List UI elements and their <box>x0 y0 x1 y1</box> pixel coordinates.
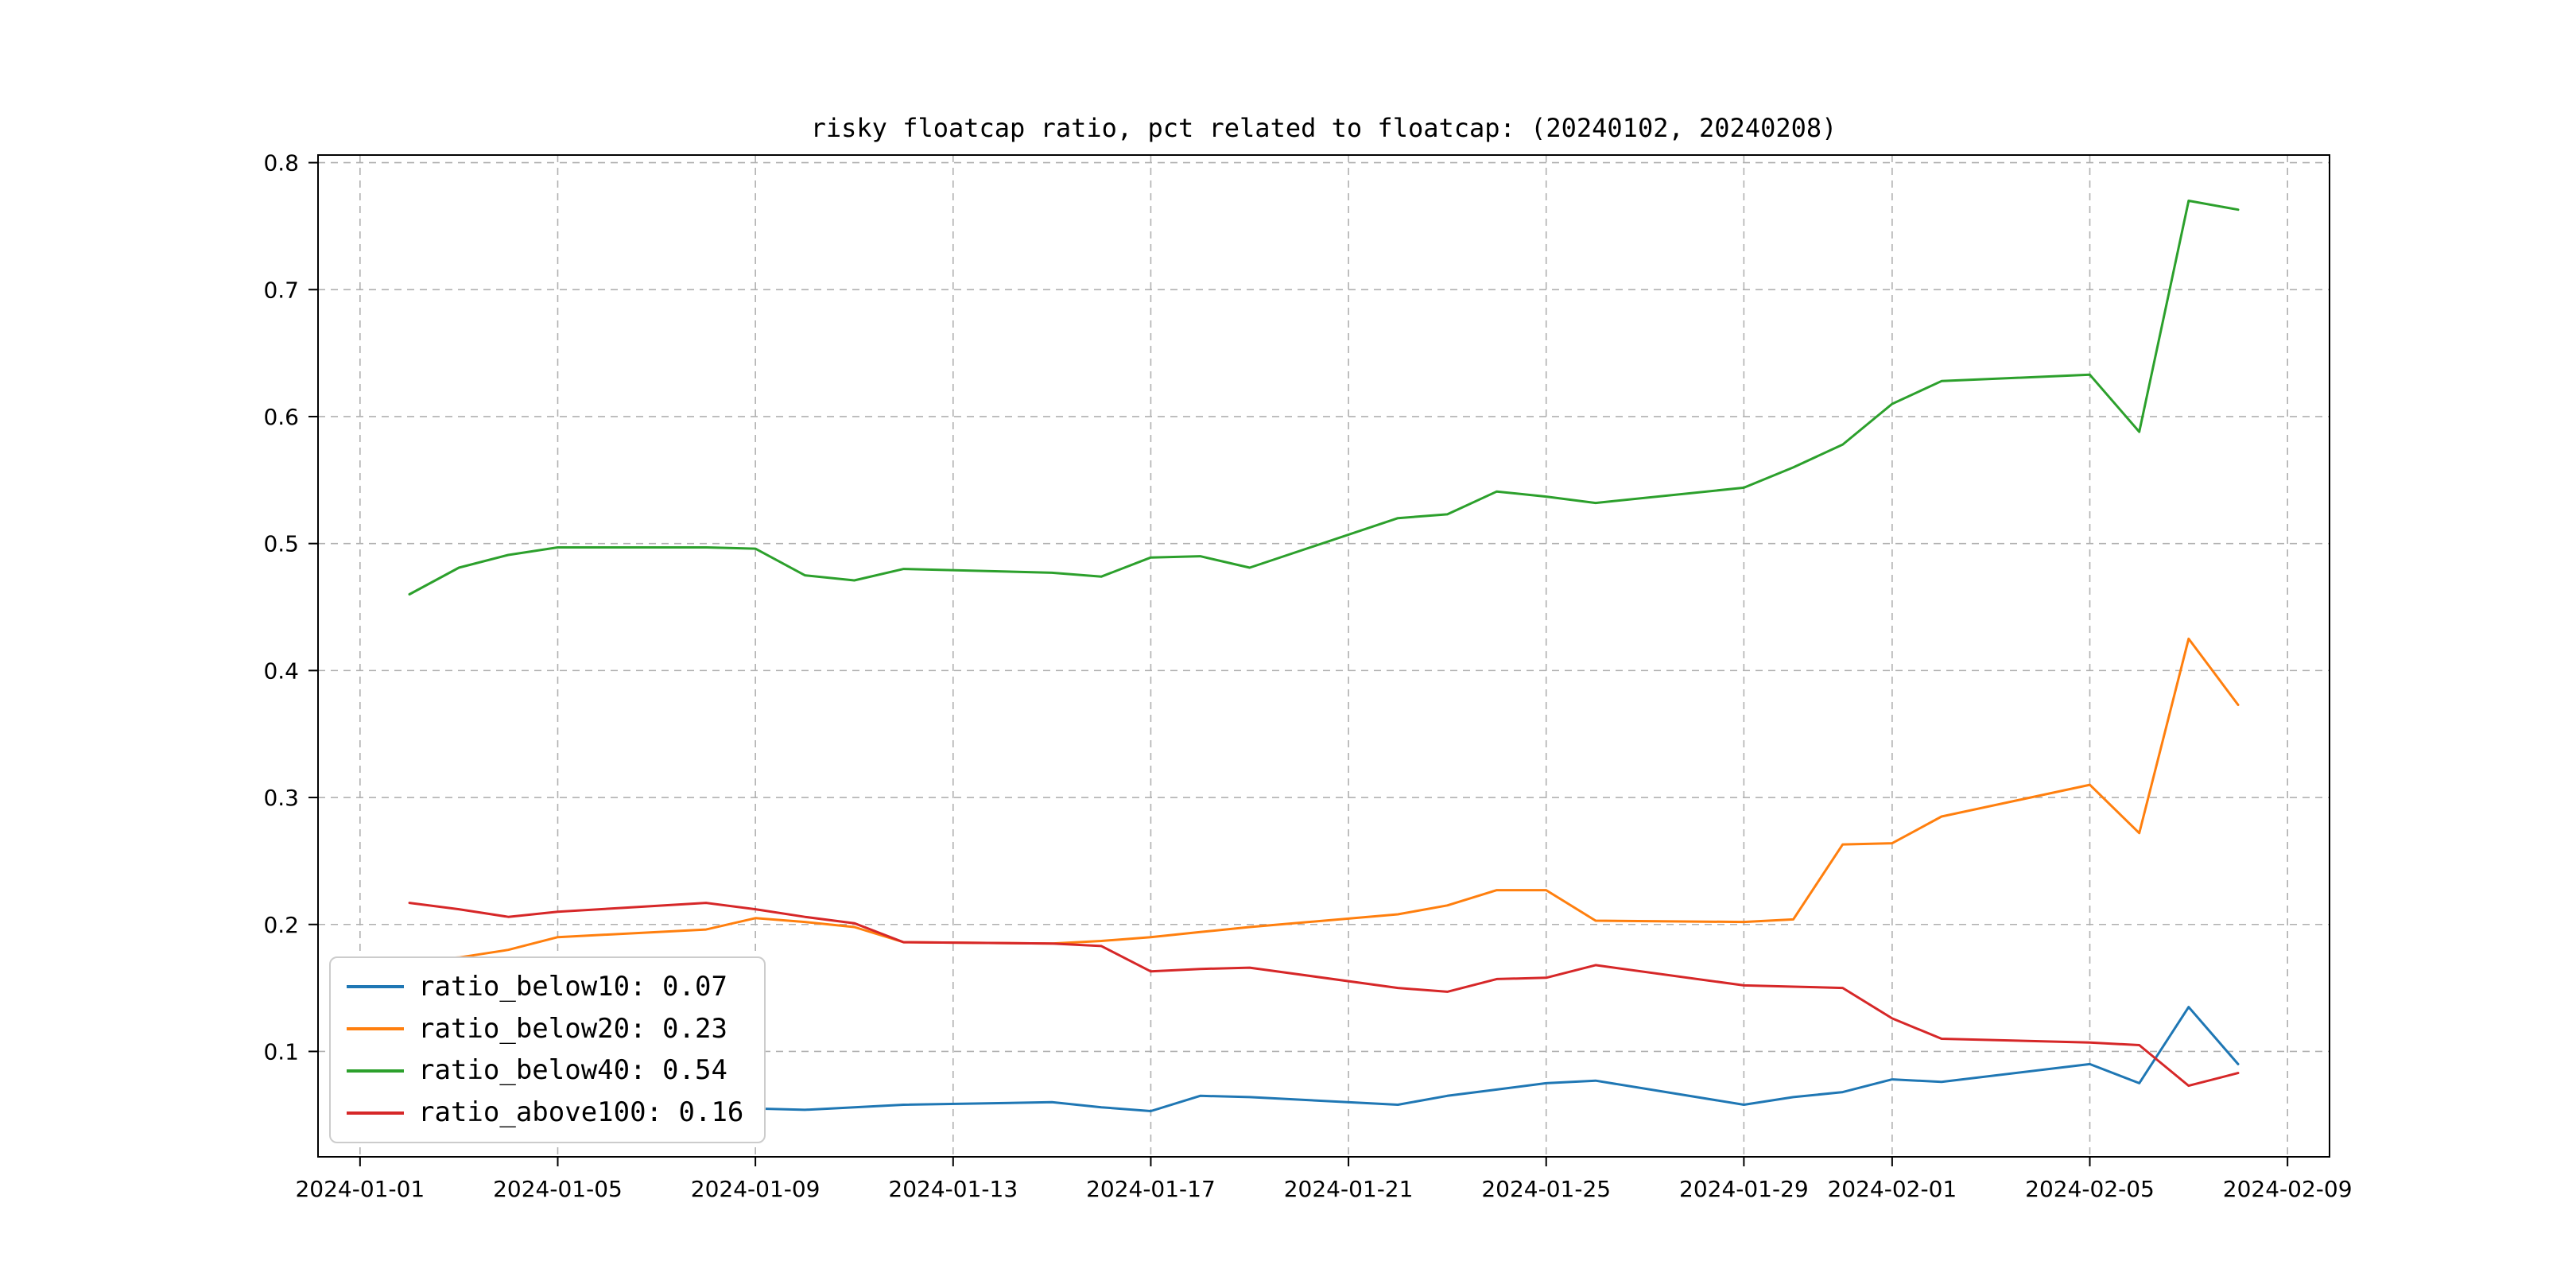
series-line-ratio_below20 <box>408 637 2240 961</box>
y-tick-label: 0.1 <box>263 1038 299 1065</box>
x-tick-label: 2024-01-13 <box>888 1176 1018 1202</box>
y-tick-label: 0.5 <box>263 531 299 557</box>
y-tick-label: 0.7 <box>263 277 299 303</box>
legend-line-swatch-ratio_below10 <box>347 985 404 989</box>
legend-label-ratio_below40: ratio_below40: 0.54 <box>418 1054 727 1087</box>
legend-label-ratio_below20: ratio_below20: 0.23 <box>418 1012 727 1045</box>
legend-item-ratio_below20: ratio_below20: 0.23 <box>347 1013 743 1046</box>
legend-label-ratio_above100: ratio_above100: 0.16 <box>418 1096 744 1129</box>
x-tick-label: 2024-02-01 <box>1827 1176 1957 1202</box>
series-line-ratio_below40 <box>408 200 2240 596</box>
legend-item-ratio_above100: ratio_above100: 0.16 <box>347 1096 743 1129</box>
x-tick-label: 2024-01-09 <box>691 1176 821 1202</box>
series-line-ratio_above100 <box>408 902 2240 1088</box>
legend-item-ratio_below40: ratio_below40: 0.54 <box>347 1054 743 1087</box>
x-tick-label: 2024-02-05 <box>2025 1176 2155 1202</box>
legend-item-ratio_below10: ratio_below10: 0.07 <box>347 971 743 1003</box>
x-tick-label: 2024-01-17 <box>1086 1176 1216 1202</box>
x-tick-label: 2024-01-21 <box>1284 1176 1414 1202</box>
axes-frame <box>317 154 2330 1158</box>
legend-label-ratio_below10: ratio_below10: 0.07 <box>418 970 727 1003</box>
legend: ratio_below10: 0.07 ratio_below20: 0.23 ra… <box>329 956 766 1143</box>
x-tick-label: 2024-01-29 <box>1679 1176 1809 1202</box>
legend-line-swatch-ratio_below40 <box>347 1069 404 1073</box>
legend-line-swatch-ratio_below20 <box>347 1027 404 1030</box>
x-tick-label: 2024-02-09 <box>2223 1176 2353 1202</box>
y-tick-label: 0.2 <box>263 912 299 938</box>
x-tick-label: 2024-01-25 <box>1481 1176 1611 1202</box>
x-tick-label: 2024-01-01 <box>295 1176 425 1202</box>
legend-line-swatch-ratio_above100 <box>347 1111 404 1115</box>
y-tick-label: 0.6 <box>263 404 299 430</box>
y-tick-label: 0.4 <box>263 658 299 684</box>
chart-title: risky floatcap ratio, pct related to flo… <box>810 113 1837 143</box>
y-tick-label: 0.8 <box>263 150 299 177</box>
y-tick-label: 0.3 <box>263 785 299 811</box>
x-tick-label: 2024-01-05 <box>493 1176 623 1202</box>
